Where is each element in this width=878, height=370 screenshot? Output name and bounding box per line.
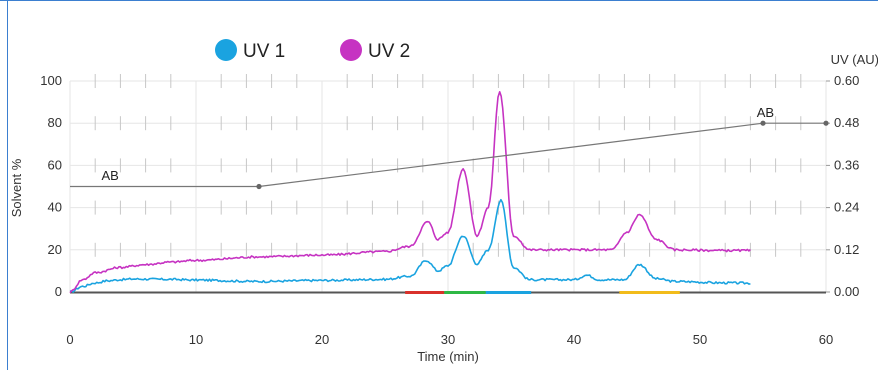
y-tick-left-label: 20 [48,242,62,257]
y-tick-right-label: 0.60 [834,73,859,88]
y-tick-left-label: 40 [48,200,62,215]
x-tick-label: 30 [441,332,455,347]
frame-left-border [7,0,8,370]
gradient-point [760,120,766,126]
legend-swatch-uv1 [215,39,237,61]
fraction-segment [405,291,445,294]
legend-item-uv1: UV 1 [215,39,285,62]
grid-lines [69,74,827,294]
annotation-label: AB [102,168,119,183]
y-tick-right-label: 0.24 [834,200,859,215]
legend-item-uv2: UV 2 [340,39,410,62]
axis-labels: Time (min) Solvent % UV (AU) [9,52,878,364]
gradient-markers [256,120,829,190]
y-tick-left-label: 80 [48,115,62,130]
axis-ticks: 0 0.00 20 0.12 40 0.24 60 0.36 80 0.48 100 0.60 0 10 2… [40,73,859,347]
x-tick-label: 0 [66,332,73,347]
y-axis-left-label: Solvent % [9,158,24,217]
fraction-segment [485,291,532,294]
annotations: AB AB [102,105,775,183]
frame-top-border [0,0,878,1]
y-tick-right-label: 0.00 [834,284,859,299]
y-tick-left-label: 0 [55,284,62,299]
x-tick-label: 60 [819,332,833,347]
fraction-segment [619,291,680,294]
legend-swatch-uv2 [340,39,362,61]
y-tick-right-label: 0.12 [834,242,859,257]
fraction-segment [444,291,486,294]
y-tick-left-label: 60 [48,157,62,172]
series-line [69,198,751,293]
x-tick-label: 10 [189,332,203,347]
series-lines [69,91,826,294]
y-tick-left-label: 100 [40,73,62,88]
legend-label-uv1: UV 1 [243,41,285,62]
gradient-point [823,120,829,126]
x-tick-label: 50 [693,332,707,347]
series-line [69,91,751,294]
x-tick-label: 20 [315,332,329,347]
y-tick-right-label: 0.36 [834,157,859,172]
y-tick-right-label: 0.48 [834,115,859,130]
legend-label-uv2: UV 2 [368,41,410,62]
legend: UV 1 UV 2 [215,39,410,62]
x-axis-label: Time (min) [417,349,479,364]
annotation-label: AB [757,105,774,120]
fraction-bar [405,291,680,294]
gradient-point [256,183,262,190]
x-tick-label: 40 [567,332,581,347]
series-line [70,122,826,188]
y-axis-right-label: UV (AU) [831,52,878,67]
